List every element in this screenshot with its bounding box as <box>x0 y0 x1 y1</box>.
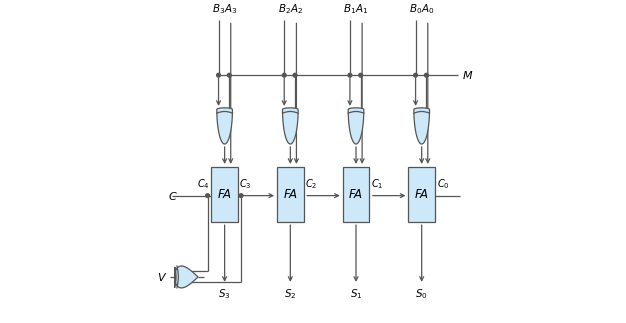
Text: $C_1$: $C_1$ <box>371 177 383 191</box>
Text: $B_2$: $B_2$ <box>278 2 290 16</box>
Bar <box>277 168 304 222</box>
Text: FA: FA <box>414 188 429 201</box>
Text: $M$: $M$ <box>461 69 473 81</box>
Polygon shape <box>348 108 364 144</box>
Text: $B_1$: $B_1$ <box>343 2 356 16</box>
Circle shape <box>414 73 418 77</box>
Text: FA: FA <box>284 188 297 201</box>
Text: $A_3$: $A_3$ <box>224 2 238 16</box>
Circle shape <box>227 73 231 77</box>
Text: $V$: $V$ <box>156 271 167 283</box>
Polygon shape <box>282 108 298 144</box>
Circle shape <box>206 194 210 197</box>
Text: $B_0$: $B_0$ <box>409 2 422 16</box>
Circle shape <box>348 73 352 77</box>
Text: FA: FA <box>349 188 363 201</box>
Text: $C_0$: $C_0$ <box>436 177 449 191</box>
Circle shape <box>282 73 286 77</box>
Text: $A_1$: $A_1$ <box>356 2 369 16</box>
Text: $B_3$: $B_3$ <box>212 2 225 16</box>
Text: $A_2$: $A_2$ <box>290 2 303 16</box>
Text: $A_0$: $A_0$ <box>421 2 434 16</box>
Bar <box>408 168 435 222</box>
Circle shape <box>293 73 297 77</box>
Text: FA: FA <box>218 188 232 201</box>
Polygon shape <box>414 108 429 144</box>
Text: $C_2$: $C_2$ <box>305 177 317 191</box>
Text: $C_4$: $C_4$ <box>197 177 210 191</box>
Bar <box>342 168 369 222</box>
Text: $S_0$: $S_0$ <box>415 287 428 301</box>
Circle shape <box>424 73 428 77</box>
Text: $C_3$: $C_3$ <box>239 177 252 191</box>
Text: $C$: $C$ <box>168 190 177 202</box>
Circle shape <box>359 73 362 77</box>
Circle shape <box>239 194 243 197</box>
Circle shape <box>217 73 220 77</box>
Text: $S_2$: $S_2$ <box>284 287 297 301</box>
Polygon shape <box>175 266 198 288</box>
Text: $S_3$: $S_3$ <box>218 287 231 301</box>
Text: $S_1$: $S_1$ <box>350 287 362 301</box>
Polygon shape <box>217 108 232 144</box>
Bar <box>212 168 238 222</box>
